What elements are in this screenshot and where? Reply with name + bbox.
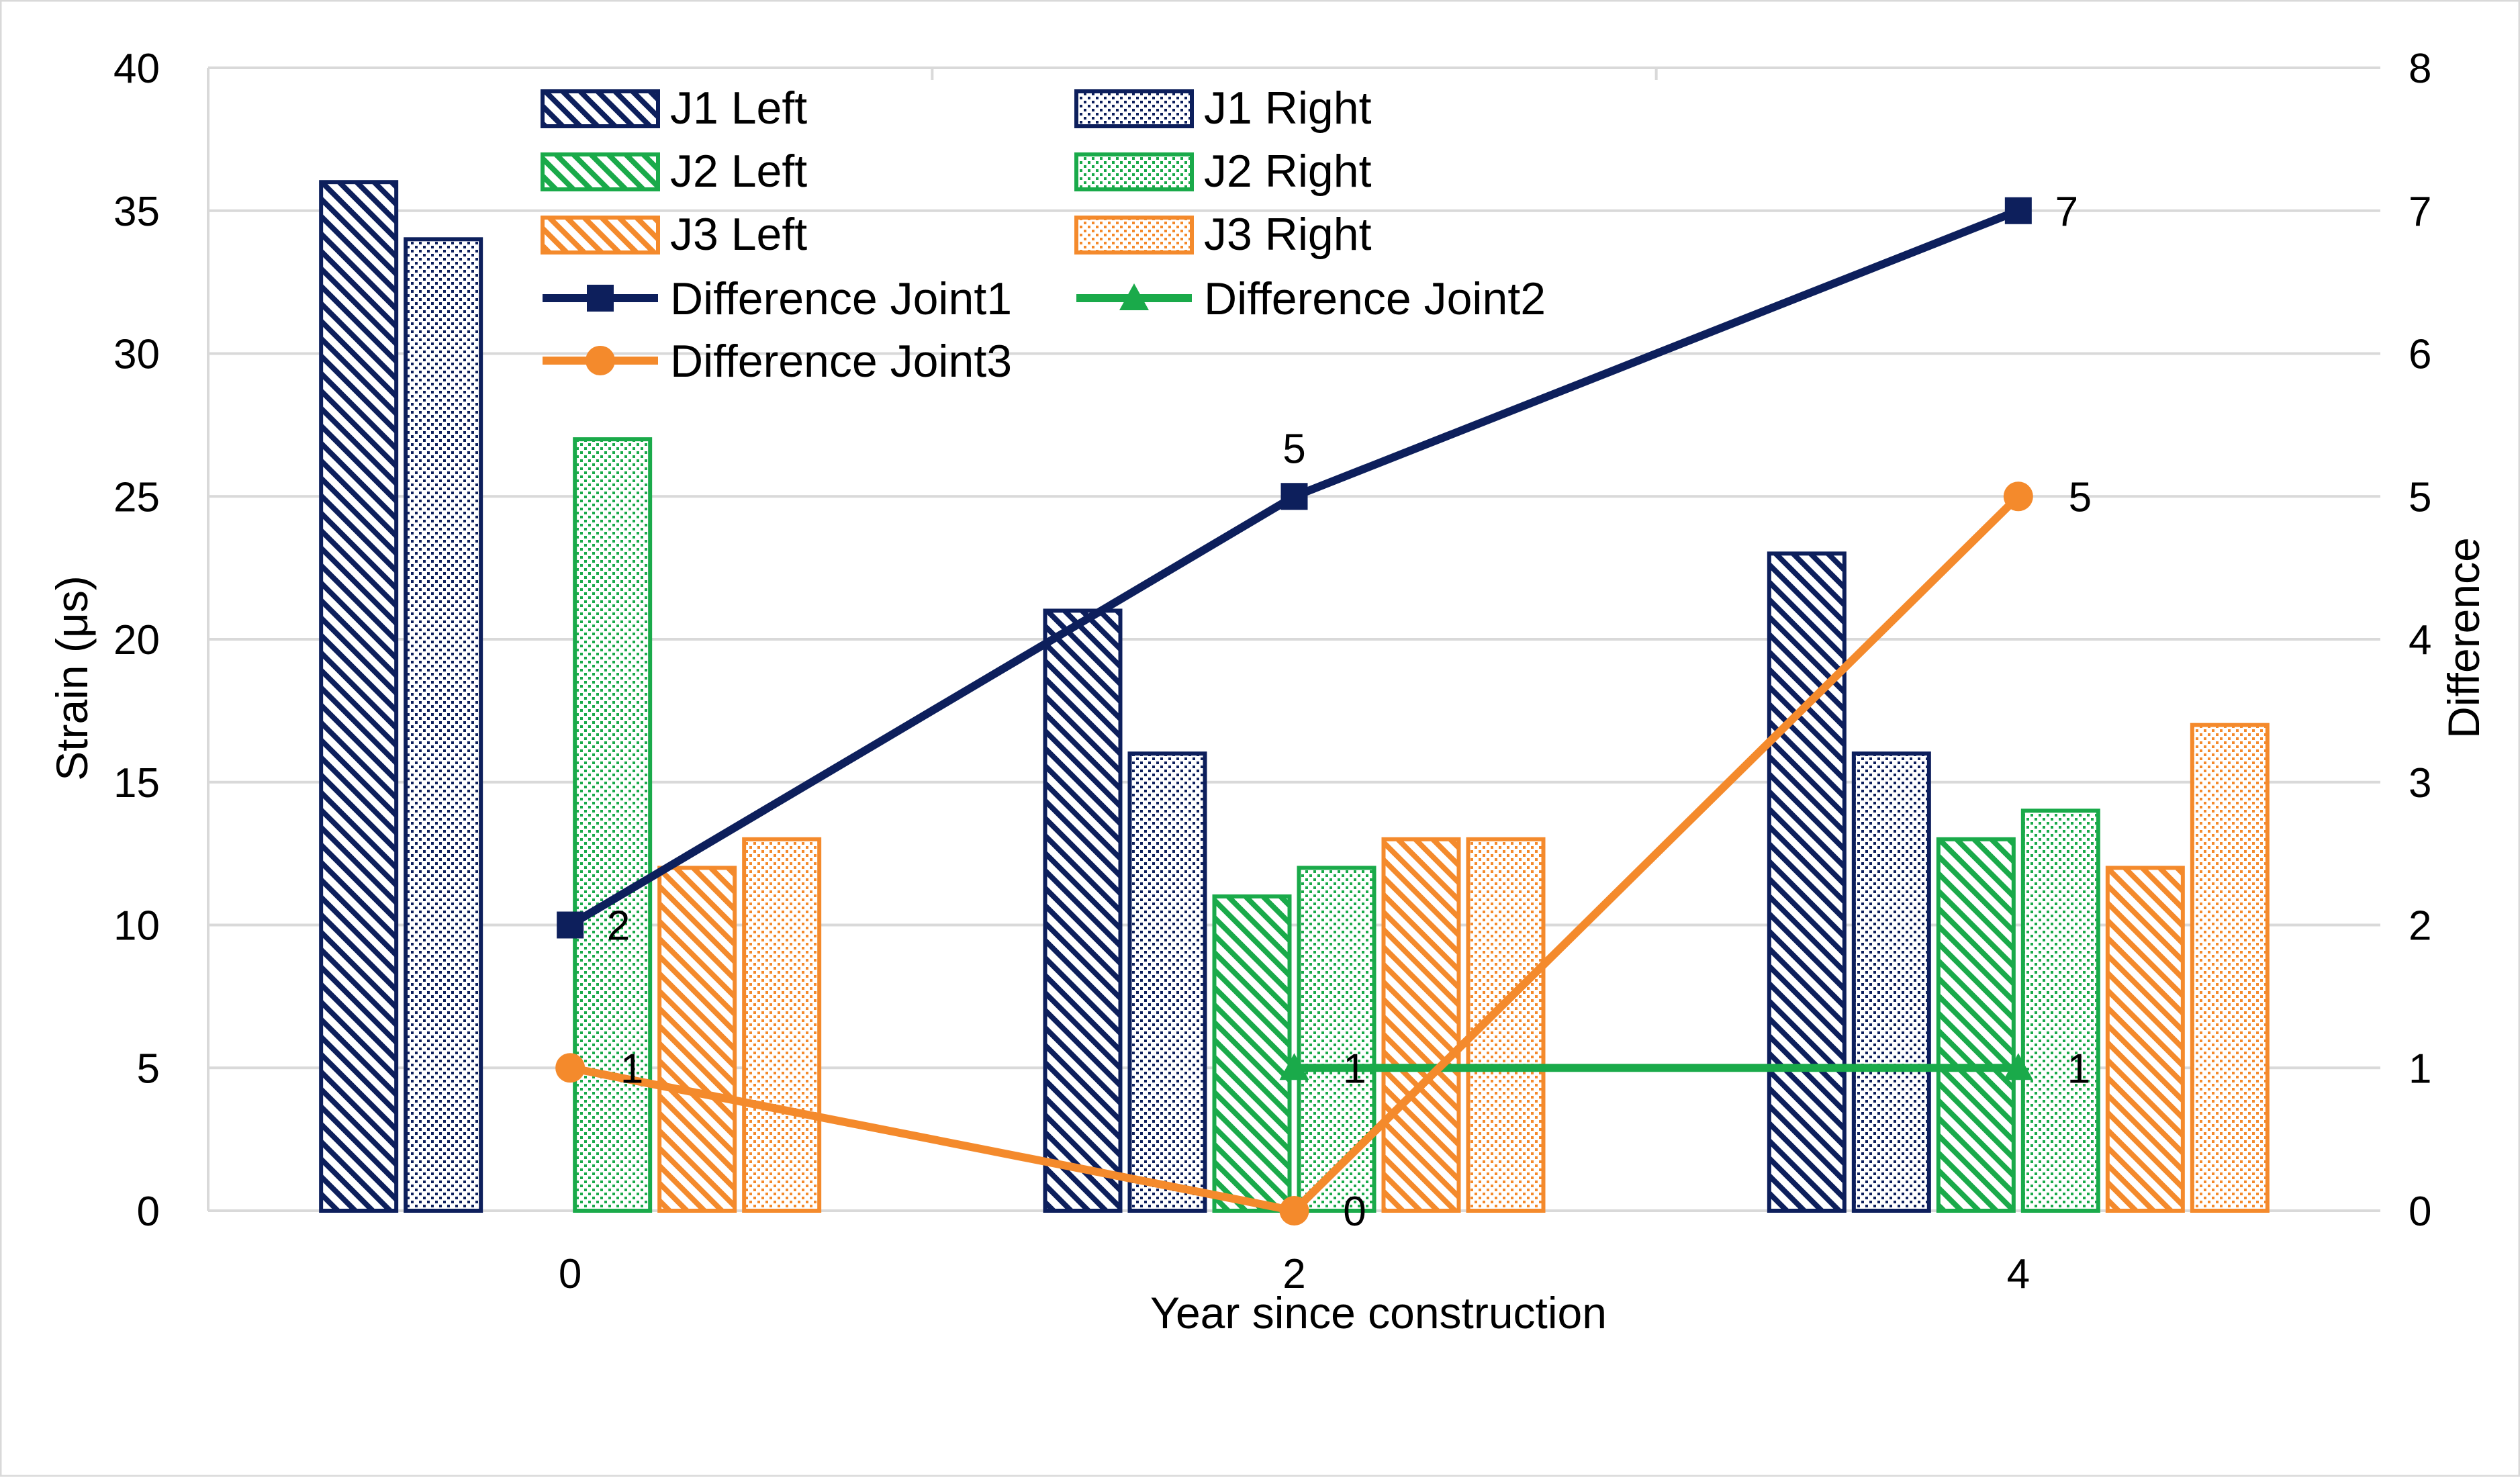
y2-tick-label: 2 — [2409, 903, 2431, 950]
y2-axis-title: Difference — [2439, 537, 2488, 739]
marker-difference-joint1-2 — [1280, 483, 1308, 510]
bar-j1-right-0 — [404, 237, 483, 1213]
x-tick-label: 0 — [559, 1251, 581, 1297]
bar-j2-right-2 — [1297, 866, 1376, 1213]
bar-j1-left-0 — [319, 180, 399, 1213]
y-tick-label: 20 — [113, 617, 160, 663]
y-tick-label: 0 — [137, 1189, 160, 1235]
legend-label-difference-joint2: Difference Joint2 — [1204, 273, 1546, 324]
bars-layer — [319, 180, 2270, 1213]
y-tick-label: 40 — [113, 46, 160, 92]
data-label-difference-joint2-2: 1 — [1343, 1046, 1366, 1092]
data-label-difference-joint3-4: 5 — [2069, 474, 2092, 520]
bar-j3-right-4 — [2190, 723, 2270, 1213]
legend-swatch-j1-right — [1074, 89, 1194, 128]
legend-label-j3-left: J3 Left — [670, 209, 807, 260]
marker-difference-joint3-4 — [2003, 481, 2033, 512]
y-tick-label: 25 — [113, 474, 160, 520]
y2-tick-label: 0 — [2409, 1189, 2431, 1235]
legend-swatch-j2-right — [1074, 152, 1194, 191]
legend-label-j1-left: J1 Left — [670, 83, 807, 134]
legend-marker-difference-joint1 — [587, 285, 614, 312]
data-label-difference-joint3-2: 0 — [1343, 1189, 1366, 1235]
legend-swatch-j3-left — [541, 216, 660, 255]
bar-j2-right-4 — [2020, 808, 2100, 1213]
markers-layer — [555, 197, 2033, 1225]
legend-swatch-j2-left — [541, 152, 660, 191]
y2-tick-label: 1 — [2409, 1046, 2431, 1092]
y2-tick-label: 6 — [2409, 332, 2431, 378]
data-label-difference-joint3-0: 1 — [620, 1046, 643, 1092]
y-tick-label: 35 — [113, 189, 160, 235]
data-label-difference-joint2-4: 1 — [2067, 1046, 2090, 1092]
marker-difference-joint2-4 — [2003, 1053, 2033, 1080]
legend-label-j1-right: J1 Right — [1204, 83, 1372, 134]
legend-label-j3-right: J3 Right — [1204, 209, 1372, 260]
y2-tick-label: 8 — [2409, 46, 2431, 92]
y2-tick-label: 3 — [2409, 760, 2431, 806]
legend-label-j2-left: J2 Left — [670, 146, 807, 197]
legend-label-difference-joint3: Difference Joint3 — [670, 336, 1012, 387]
marker-difference-joint1-0 — [557, 911, 584, 939]
data-label-difference-joint1-0: 2 — [607, 903, 630, 950]
bar-j1-left-4 — [1767, 551, 1847, 1213]
y-tick-label: 30 — [113, 332, 160, 378]
legend: J1 Left J1 Right J2 Left J2 Right J3 Left J3 … — [541, 83, 1546, 387]
data-label-difference-joint1-4: 7 — [2055, 189, 2078, 235]
bar-j3-left-4 — [2105, 866, 2185, 1213]
bar-j1-left-2 — [1043, 608, 1123, 1213]
marker-difference-joint3-2 — [1279, 1196, 1309, 1225]
legend-marker-difference-joint2 — [1119, 283, 1149, 310]
bar-j3-left-2 — [1381, 837, 1461, 1213]
y-tick-label: 15 — [113, 760, 160, 806]
bar-j3-left-0 — [657, 866, 737, 1213]
legend-swatch-j3-right — [1074, 216, 1194, 255]
marker-difference-joint1-4 — [2004, 197, 2032, 224]
x-tick-label: 2 — [1282, 1251, 1305, 1297]
data-label-difference-joint1-2: 5 — [1282, 426, 1305, 472]
y2-tick-label: 5 — [2409, 474, 2431, 520]
bar-j1-right-4 — [1851, 751, 1931, 1213]
legend-marker-difference-joint3 — [586, 346, 615, 375]
marker-difference-joint3-0 — [555, 1053, 586, 1083]
bar-j2-left-2 — [1212, 894, 1292, 1213]
legend-swatch-j1-left — [541, 89, 660, 128]
y2-tick-label: 4 — [2409, 617, 2431, 663]
bar-j3-right-0 — [742, 837, 822, 1213]
y-axis-title: Strain (μs) — [47, 575, 97, 781]
x-axis-title: Year since construction — [1150, 1288, 1607, 1338]
bar-j1-right-2 — [1127, 751, 1207, 1213]
data-labels-layer: 2 5 7 1 1 1 0 5 — [607, 189, 2092, 1235]
y2-tick-label: 7 — [2409, 189, 2431, 235]
marker-difference-joint2-2 — [1279, 1053, 1309, 1080]
bar-j2-left-4 — [1936, 837, 2016, 1213]
legend-label-j2-right: J2 Right — [1204, 146, 1372, 197]
y-tick-label: 10 — [113, 903, 160, 950]
y-tick-label: 5 — [137, 1046, 160, 1092]
bar-j2-right-0 — [573, 437, 653, 1213]
legend-label-difference-joint1: Difference Joint1 — [670, 273, 1012, 324]
x-tick-label: 4 — [2007, 1251, 2030, 1297]
